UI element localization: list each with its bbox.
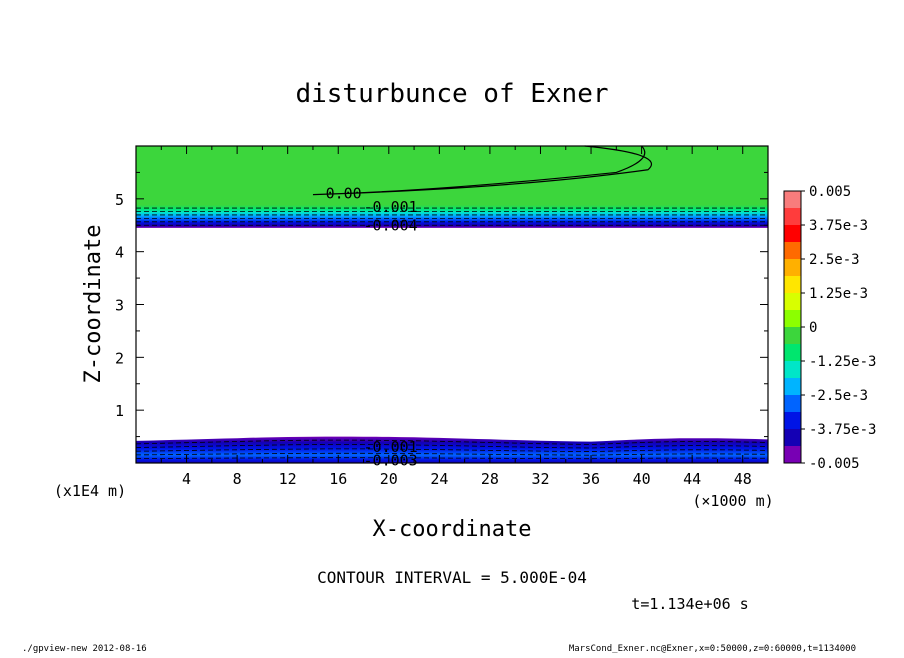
x-axis: 4 8 12 16 20 24 28 32 36 40 44 48 xyxy=(135,146,769,488)
y-axis-label: Z-coordinate xyxy=(81,225,106,384)
colorbar: 0.005 3.75e-3 2.5e-3 1.25e-3 0 -1.25e-3 -2.5e-… xyxy=(783,184,876,472)
colorbar-swatch xyxy=(784,276,801,294)
contour-dashed-lines xyxy=(135,207,769,460)
colorbar-swatch xyxy=(784,225,801,243)
colorbar-swatch xyxy=(784,242,801,260)
colorbar-swatch xyxy=(784,378,801,396)
footer-left: ./gpview-new 2012-08-16 xyxy=(22,644,147,654)
footer-right: MarsCond_Exner.nc@Exner,x=0:50000,z=0:60… xyxy=(569,644,856,654)
colorbar-swatch xyxy=(784,429,801,447)
x-tick-label: 12 xyxy=(279,470,297,488)
contour-line-zero xyxy=(312,145,653,196)
colorbar-swatch xyxy=(784,310,801,328)
colorbar-swatch xyxy=(784,191,801,209)
y-tick-label: 2 xyxy=(115,349,124,367)
x-tick-label: 8 xyxy=(233,470,242,488)
contour-labels: 0.00-0.001-0.004-0.001-0.003 xyxy=(326,185,418,470)
x-tick-label: 4 xyxy=(182,470,191,488)
contour-dashed-line xyxy=(135,448,769,453)
contour-label: -0.004 xyxy=(364,216,418,234)
x-tick-label: 32 xyxy=(531,470,549,488)
colorbar-swatch xyxy=(784,412,801,430)
chart-title: disturbunce of Exner xyxy=(295,79,608,109)
colorbar-swatch xyxy=(784,259,801,277)
y-axis: 1 2 3 4 5 xyxy=(115,171,768,438)
colorbar-swatch xyxy=(784,293,801,311)
colorbar-label: 0 xyxy=(809,320,817,336)
colorbar-label: 3.75e-3 xyxy=(809,218,868,234)
colorbar-label: 0.005 xyxy=(809,184,851,200)
contour-dashed-line xyxy=(135,444,769,449)
x-tick-label: 48 xyxy=(734,470,752,488)
y-unit-label: (x1E4 m) xyxy=(54,482,126,500)
colorbar-swatch xyxy=(784,361,801,379)
contour-dashed-line xyxy=(135,439,769,445)
x-tick-label: 24 xyxy=(430,470,448,488)
colorbar-swatch xyxy=(784,395,801,413)
contour-label: 0.00 xyxy=(326,185,362,203)
contour-label: -0.001 xyxy=(364,198,418,216)
colorbar-label: -1.25e-3 xyxy=(809,354,876,370)
contour-label: -0.001 xyxy=(364,438,418,456)
colorbar-label: 1.25e-3 xyxy=(809,286,868,302)
colorbar-swatch xyxy=(784,208,801,226)
contour-label: -0.003 xyxy=(364,451,418,469)
y-tick-label: 4 xyxy=(115,244,124,262)
colorbar-swatch xyxy=(784,446,801,464)
x-axis-label: X-coordinate xyxy=(373,517,532,542)
x-tick-label: 36 xyxy=(582,470,600,488)
x-tick-label: 40 xyxy=(633,470,651,488)
colorbar-label: -3.75e-3 xyxy=(809,422,876,438)
x-tick-label: 20 xyxy=(380,470,398,488)
x-tick-label: 16 xyxy=(329,470,347,488)
colorbar-label: -2.5e-3 xyxy=(809,388,868,404)
y-tick-label: 3 xyxy=(115,297,124,315)
colorbar-swatch xyxy=(784,344,801,362)
colorbar-label: -0.005 xyxy=(809,456,860,472)
colorbar-label: 2.5e-3 xyxy=(809,252,860,268)
contour-dashed-line xyxy=(135,457,769,460)
time-label: t=1.134e+06 s xyxy=(631,595,748,613)
colorbar-swatch xyxy=(784,327,801,345)
y-tick-label: 1 xyxy=(115,402,124,420)
contour-dashed-line xyxy=(135,452,769,456)
x-unit-label: (×1000 m) xyxy=(692,492,773,510)
x-tick-label: 28 xyxy=(481,470,499,488)
plot-area: 0.00-0.001-0.004-0.001-0.003 xyxy=(135,145,769,470)
contour-interval-label: CONTOUR INTERVAL = 5.000E-04 xyxy=(317,568,587,587)
y-tick-label: 5 xyxy=(115,191,124,209)
x-tick-label: 44 xyxy=(683,470,701,488)
